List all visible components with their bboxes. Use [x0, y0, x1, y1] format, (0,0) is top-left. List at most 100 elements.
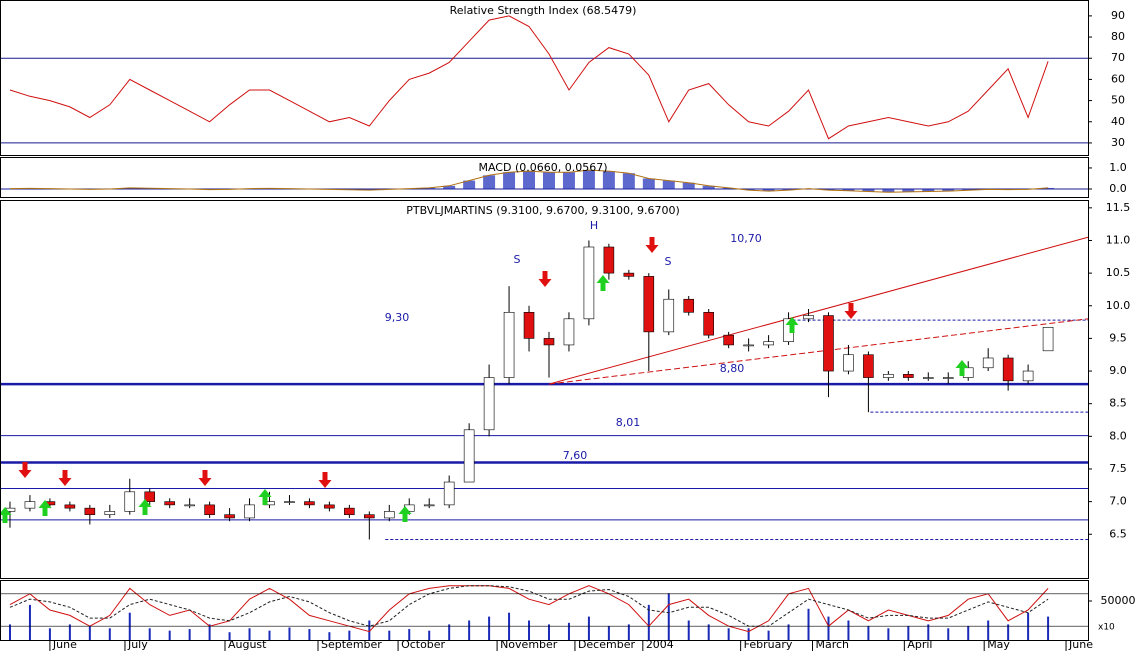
candle-body: [683, 298, 695, 313]
candle-body: [184, 504, 195, 507]
macd-bar: [443, 185, 456, 189]
x-tick-label: March: [816, 638, 850, 651]
panel-frame: [0, 0, 1089, 156]
macd-bar: [602, 171, 615, 189]
y-tick-label: 50: [1111, 94, 1125, 107]
macd-bar: [642, 178, 655, 189]
macd-bar: [862, 189, 875, 192]
volume-bar: [148, 628, 151, 640]
volume-bar: [428, 630, 431, 640]
buy-arrow: [0, 507, 12, 523]
volume-bar: [907, 625, 910, 640]
candle-body: [124, 491, 136, 512]
x-tick-label: December: [578, 638, 636, 651]
candle-body: [962, 367, 974, 378]
candle-body: [383, 511, 395, 519]
volume-bar: [488, 616, 491, 640]
y-tick-label: 60: [1111, 72, 1125, 85]
candle-body: [903, 374, 914, 378]
x-tick-label: September: [321, 638, 382, 651]
volume-bar: [707, 624, 710, 640]
candle-body: [104, 511, 116, 515]
volume-bar: [268, 630, 271, 640]
candle-body: [763, 341, 774, 346]
sell-arrow: [645, 237, 659, 253]
macd-bar: [842, 189, 855, 191]
candle-body: [1042, 327, 1054, 352]
candle-body: [863, 354, 874, 378]
candle-body: [803, 315, 814, 320]
x-tick-label: November: [500, 638, 558, 651]
y-tick-label: 8.5: [1109, 397, 1127, 410]
annotation: H: [590, 219, 598, 232]
candle-body: [224, 514, 235, 519]
y-tick-label: 30: [1111, 136, 1125, 149]
rsi-line: [9, 15, 1049, 140]
candle-body: [823, 315, 834, 372]
candle-body: [563, 318, 575, 346]
y-tick-label: 7.5: [1109, 462, 1127, 475]
buy-arrow: [138, 499, 152, 515]
buy-arrow: [785, 317, 799, 333]
macd-bar: [962, 189, 975, 191]
candle-body: [843, 354, 854, 372]
volume-bar: [528, 620, 531, 640]
x-tick-label: June: [1068, 638, 1093, 651]
macd-bar: [363, 189, 376, 191]
x-tick-label: October: [401, 638, 445, 651]
macd-bar: [543, 172, 555, 189]
x-tick-label: February: [744, 638, 793, 651]
buy-arrow: [596, 275, 610, 291]
y-tick-label: 80: [1111, 30, 1125, 43]
y-tick-label: 50000: [1101, 594, 1136, 607]
macd-bar: [622, 173, 635, 189]
trend-line: [548, 236, 1089, 385]
candle-body: [443, 481, 455, 506]
y-tick-label: 6.5: [1109, 527, 1127, 540]
candle-body: [663, 298, 675, 333]
candle-body: [643, 276, 655, 333]
candle-body: [883, 374, 894, 378]
macd-line: [9, 169, 1049, 193]
candle-body: [942, 377, 954, 379]
y-tick-label: 11.5: [1106, 201, 1131, 214]
volume-bar: [408, 629, 411, 640]
candle-body: [144, 491, 156, 502]
x-tick-label: July: [127, 638, 148, 651]
volume-bar: [747, 628, 750, 640]
volume-bar: [627, 624, 630, 640]
volume-bar: [847, 620, 850, 640]
volume-bar: [308, 629, 311, 640]
volume-bar: [328, 632, 331, 640]
sell-arrow: [58, 470, 72, 486]
volume-bar: [28, 604, 31, 640]
volume-bar: [647, 604, 650, 640]
x-tick-label: May: [987, 638, 1010, 651]
stochastic-line: [9, 585, 1049, 627]
trend-line: [548, 318, 1089, 385]
candle-body: [603, 246, 615, 274]
candle-body: [703, 311, 714, 336]
volume-bar: [8, 624, 11, 640]
candle-body: [284, 501, 295, 503]
macd-bar: [822, 189, 835, 191]
candle-body: [84, 507, 96, 515]
volume-bar: [48, 628, 51, 640]
sell-arrow: [198, 470, 212, 486]
x-tick-label: April: [907, 638, 932, 651]
y-tick-label: 0.0: [1109, 182, 1127, 195]
y-tick-label: 7.0: [1109, 495, 1127, 508]
macd-bar: [1042, 187, 1055, 189]
candle-body: [463, 429, 475, 483]
buy-arrow: [38, 500, 52, 516]
candle-body: [244, 504, 255, 519]
volume-bar: [228, 632, 231, 640]
sell-arrow: [318, 472, 332, 488]
macd-bar: [123, 187, 136, 189]
annotation: 8,80: [720, 362, 745, 375]
volume-bar: [208, 624, 211, 640]
annotation: 7,60: [563, 449, 588, 462]
candle-body: [164, 501, 175, 506]
annotation: S: [514, 253, 521, 266]
